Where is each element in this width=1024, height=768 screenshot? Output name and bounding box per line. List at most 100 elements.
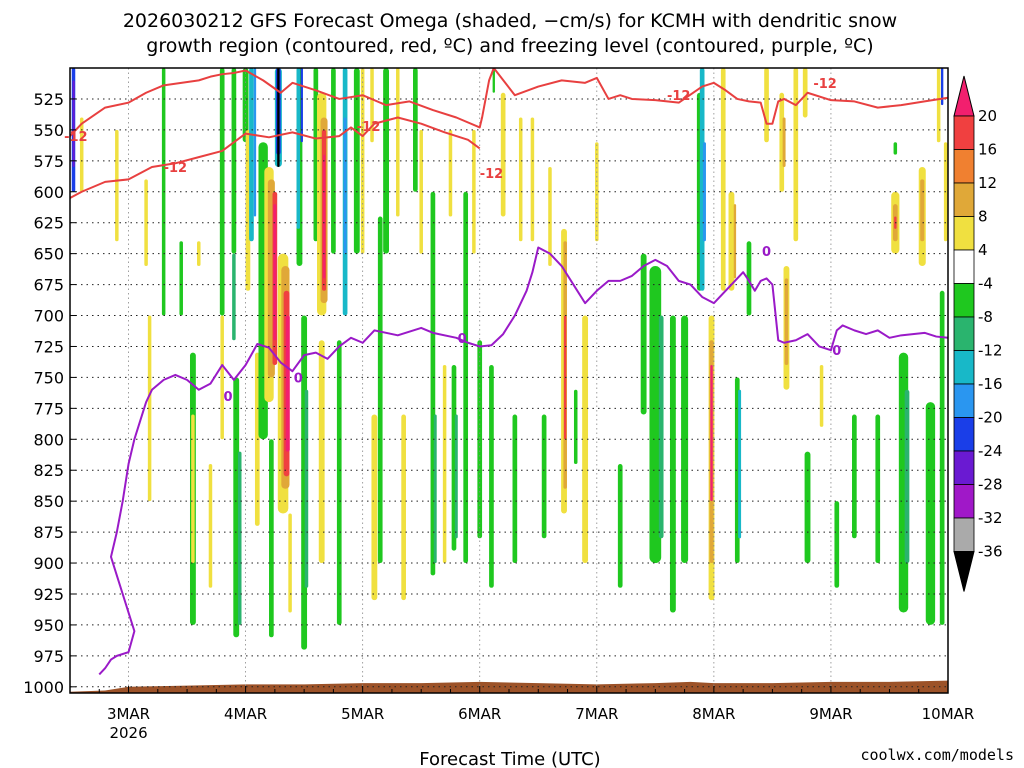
omega-cell-89: [669, 315, 676, 613]
colorbar-box-12: [953, 484, 975, 519]
colorbar-box-7: [953, 316, 975, 351]
omega-cell-83: [582, 315, 589, 564]
omega-cell-105: [782, 117, 786, 168]
colorbar-label-0: 20: [978, 107, 997, 125]
colorbar-box-3: [953, 182, 975, 217]
gridlines: [69, 68, 949, 693]
contour-line-1: [70, 116, 481, 199]
colorbar-label-10: -24: [978, 442, 1003, 460]
omega-cell-98: [728, 191, 735, 291]
colorbar-label-4: 4: [978, 241, 988, 259]
omega-cell-56: [377, 216, 383, 564]
colorbar-box-1: [953, 115, 975, 150]
ytick-label-925: 925: [33, 585, 64, 604]
colorbar-label-12: -32: [978, 509, 1003, 527]
xtick-label-8MAR: 8MAR: [692, 705, 735, 723]
omega-cell-34: [285, 315, 290, 452]
colorbar-label-8: -16: [978, 375, 1003, 393]
omega-cell-38: [296, 68, 301, 229]
omega-cell-48: [331, 68, 336, 254]
colorbar-label-7: -12: [978, 342, 1003, 360]
omega-cell-73: [500, 92, 506, 217]
ytick-label-575: 575: [33, 152, 64, 171]
contour-line-0: [70, 68, 948, 137]
omega-cell-104: [779, 92, 785, 192]
ytick-label-1000: 1000: [23, 678, 64, 697]
omega-cell-74: [512, 414, 518, 564]
contour-label-5: -12: [813, 77, 837, 92]
omega-cell-87: [649, 266, 662, 564]
omega-cell-16: [233, 377, 240, 638]
ytick-label-875: 875: [33, 523, 64, 542]
colorbar-label-6: -8: [978, 308, 993, 326]
omega-cell-99: [733, 204, 737, 279]
omega-cell-27: [273, 204, 277, 341]
plot-frame: [69, 67, 949, 694]
colorbar-box-9: [953, 383, 975, 418]
omega-shading: [71, 68, 948, 650]
omega-cell-13: [220, 315, 224, 440]
colorbar-top-arrow: [953, 75, 975, 117]
omega-cell-125: [940, 68, 944, 106]
contour-labels: -12 -12 -12 -12 -12 -12 0 0 0 0 0: [64, 77, 841, 405]
omega-cell-108: [793, 68, 799, 242]
colorbar-label-5: -4: [978, 275, 993, 293]
colorbar-box-4: [953, 216, 975, 251]
credit-text: coolwx.com/models: [860, 746, 1014, 764]
omega-cell-4: [144, 179, 148, 267]
colorbar-box-10: [953, 417, 975, 452]
omega-cell-6: [179, 241, 183, 316]
omega-cell-65: [448, 129, 453, 217]
ytick-label-550: 550: [33, 121, 64, 140]
omega-cell-111: [819, 365, 824, 427]
ytick-label-950: 950: [33, 616, 64, 635]
omega-cell-15: [232, 253, 236, 341]
ytick-label-750: 750: [33, 368, 64, 387]
xtick-label-9MAR: 9MAR: [809, 705, 852, 723]
omega-cell-110: [804, 451, 811, 564]
omega-cell-76: [530, 117, 535, 242]
omega-cell-21: [253, 68, 257, 217]
omega-cell-20: [249, 68, 254, 242]
omega-cell-97: [720, 68, 726, 291]
colorbar-box-13: [953, 517, 975, 552]
omega-cell-72: [492, 68, 495, 93]
omega-cell-2: [79, 117, 84, 192]
omega-cell-41: [304, 389, 309, 588]
omega-cell-93: [703, 142, 706, 242]
omega-cell-77: [541, 414, 547, 539]
omega-cell-14: [231, 68, 237, 254]
omega-cell-84: [595, 142, 599, 242]
omega-cell-55: [371, 414, 378, 601]
contour-label-1: -12: [164, 161, 188, 176]
omega-cell-88: [658, 315, 664, 539]
omega-cell-46: [323, 154, 326, 279]
omega-cell-12: [219, 68, 225, 316]
ground-surface-fill: [70, 680, 948, 693]
ytick-label-900: 900: [33, 554, 64, 573]
omega-cell-49: [336, 340, 342, 625]
omega-cell-51: [343, 117, 347, 254]
contour-label-8: 0: [458, 332, 467, 347]
colorbar-box-2: [953, 149, 975, 184]
xtick-label-7MAR: 7MAR: [575, 705, 618, 723]
omega-cell-39: [300, 68, 303, 143]
omega-cell-47: [318, 340, 325, 564]
omega-cell-54: [370, 68, 374, 143]
chart-title-line1: 2026030212 GFS Forecast Omega (shaded, −…: [123, 10, 897, 32]
colorbar: 20 16 12 8 4 -4 -8 -12 -16 -20 -24 -28 -32 -36: [953, 75, 1003, 592]
omega-cell-112: [834, 501, 840, 588]
colorbar-box-11: [953, 450, 975, 485]
omega-cell-102: [746, 241, 752, 316]
omega-cell-1: [72, 80, 75, 168]
contour-line-2: [98, 246, 948, 676]
omega-cell-86: [640, 253, 647, 415]
omega-cell-11: [208, 464, 213, 588]
omega-cell-17: [237, 451, 242, 625]
omega-cell-115: [893, 142, 898, 155]
omega-cell-10: [191, 414, 195, 564]
colorbar-label-11: -28: [978, 476, 1003, 494]
colorbar-label-13: -36: [978, 543, 1003, 561]
